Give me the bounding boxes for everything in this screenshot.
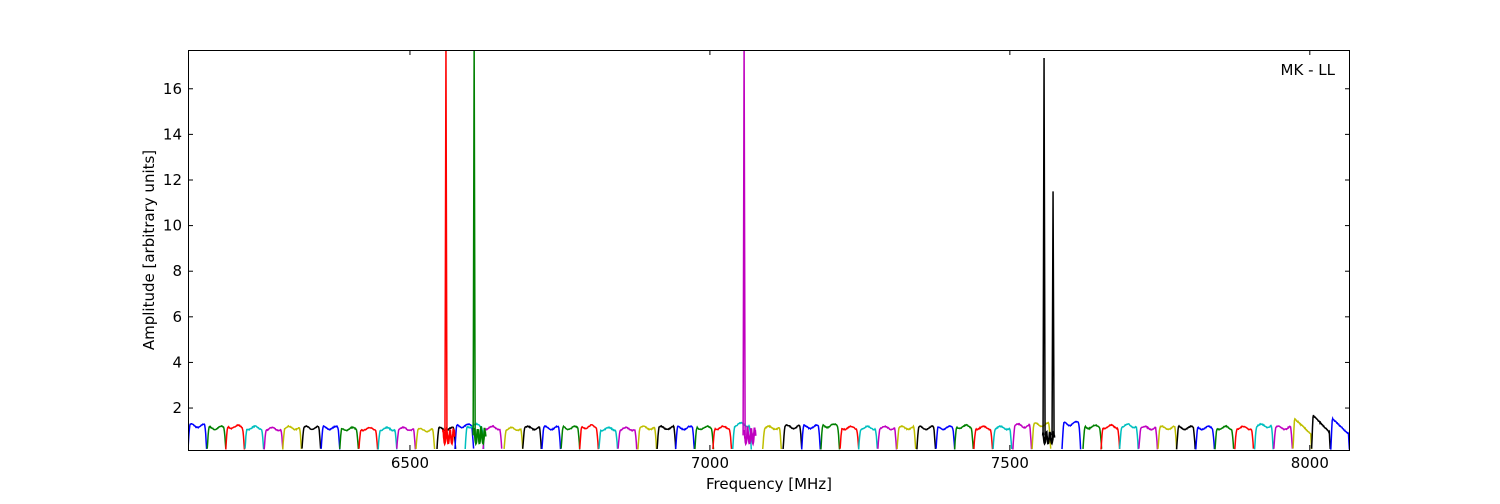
channel-line [1195, 424, 1216, 450]
channel-line [839, 425, 860, 450]
channel-line [560, 424, 581, 450]
channel-line [1253, 422, 1274, 450]
channel-line [674, 425, 696, 449]
rfi-spike [472, 50, 476, 436]
channel-line [358, 426, 379, 450]
channel-line [1061, 420, 1082, 450]
channel-line [877, 425, 898, 450]
channel-line [225, 423, 246, 450]
x-tick-label: 6500 [391, 454, 429, 472]
channel-line [1157, 425, 1178, 450]
channel-line [188, 423, 208, 450]
channel-line [694, 425, 715, 450]
channel-line [656, 424, 677, 450]
x-tick-label: 8000 [1291, 454, 1329, 472]
channel-line [1138, 425, 1159, 450]
channel-line [1310, 414, 1331, 450]
channel-line [454, 423, 475, 450]
channel-line [617, 426, 638, 450]
channel-line [503, 426, 524, 450]
channel-line [953, 423, 975, 450]
channel-line [396, 425, 417, 450]
y-tick-label: 14 [163, 125, 182, 143]
y-tick-label: 6 [172, 308, 182, 326]
channel-line [282, 424, 303, 450]
y-tick-label: 10 [163, 217, 182, 235]
y-tick-label: 4 [172, 353, 182, 371]
ticks-layer: 6500 7000 7500 8000 2 4 6 8 10 12 14 16 [163, 50, 1350, 472]
channel-line [1234, 425, 1255, 450]
channel-line [1175, 424, 1196, 450]
channel-line [857, 425, 879, 450]
plot-frame [188, 50, 1350, 451]
rfi-spike [444, 50, 448, 436]
channel-line [1292, 417, 1313, 450]
rfi-channel-line [743, 426, 757, 447]
annotation-label: MK - LL [1281, 61, 1336, 79]
channel-line [1214, 424, 1235, 450]
channel-line [1082, 424, 1103, 449]
channel-line [521, 425, 543, 450]
channel-line [578, 424, 600, 450]
channel-line [820, 422, 841, 450]
channel-line [992, 425, 1013, 449]
channel-line [973, 425, 994, 450]
series-layer [188, 50, 1350, 450]
channel-line [206, 425, 227, 449]
y-tick-label: 2 [172, 399, 182, 417]
channel-line [482, 424, 503, 450]
channel-line [415, 427, 436, 450]
channel-line [301, 424, 322, 449]
channel-line [1100, 423, 1121, 450]
channel-line [761, 424, 783, 450]
x-tick-label: 7500 [991, 454, 1029, 472]
channel-line [1031, 421, 1052, 450]
rfi-spike [1042, 57, 1046, 436]
y-tick-label: 8 [172, 262, 182, 280]
y-axis-label: Amplitude [arbitrary units] [140, 150, 158, 350]
y-tick-label: 12 [163, 171, 182, 189]
rfi-spike [1051, 191, 1055, 436]
channel-line [800, 423, 822, 450]
rfi-spike [742, 50, 746, 436]
channel-line [377, 426, 398, 450]
channel-line [712, 424, 733, 450]
x-tick-label: 7000 [691, 454, 729, 472]
channel-line [541, 424, 562, 450]
channel-line [244, 425, 265, 450]
channel-line [339, 425, 360, 450]
rfi-channel-line [1041, 429, 1056, 446]
channel-line [896, 424, 917, 450]
channel-line [935, 424, 956, 450]
channel-line [1330, 416, 1350, 450]
rfi-channel-line [442, 426, 456, 447]
channel-line [263, 426, 284, 450]
channel-line [916, 424, 937, 450]
channel-line [598, 426, 619, 449]
channel-line [782, 423, 803, 450]
channel-line [1273, 425, 1294, 449]
channel-line [1118, 423, 1139, 450]
channel-line [637, 425, 658, 450]
channel-line [320, 425, 341, 450]
rfi-channel-line [473, 426, 487, 447]
channel-line [1012, 422, 1033, 450]
y-tick-label: 16 [163, 80, 182, 98]
x-axis-label: Frequency [MHz] [706, 475, 832, 493]
